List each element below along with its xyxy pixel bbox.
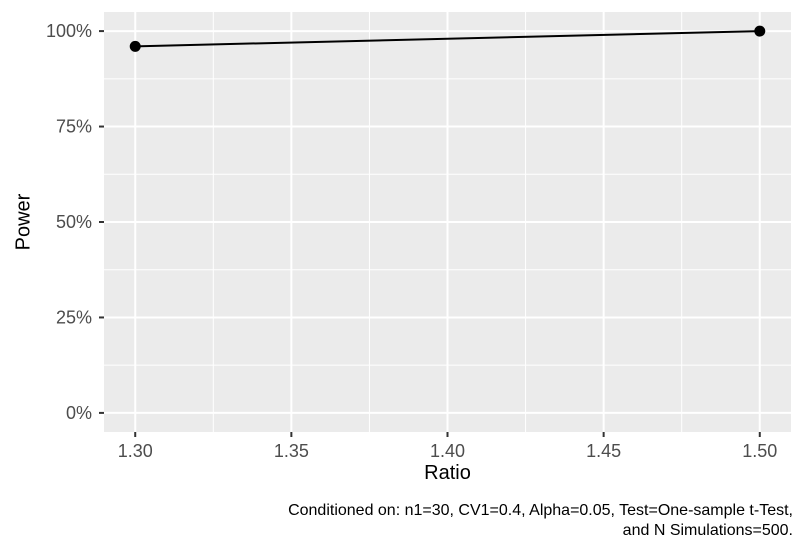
- y-tick-label: 75%: [56, 117, 92, 137]
- data-point: [129, 40, 141, 52]
- y-tick-label: 0%: [66, 403, 92, 423]
- y-tick-label: 100%: [46, 21, 92, 41]
- series-line: [135, 30, 760, 48]
- x-tick-label: 1.50: [742, 441, 777, 461]
- plot-panel: 1.30 1.35 1.40 1.45 1.50 0% 25% 50% 75% 100%: [46, 12, 791, 461]
- x-axis-title: Ratio: [424, 462, 471, 484]
- x-tick-label: 1.30: [118, 441, 153, 461]
- y-axis-title: Power: [12, 193, 35, 251]
- caption-line-1: Conditioned on: n1=30, CV1=0.4, Alpha=0.…: [288, 502, 793, 519]
- data-point: [754, 25, 766, 37]
- x-tick-label: 1.45: [586, 441, 621, 461]
- x-tick-label: 1.35: [274, 441, 309, 461]
- caption-line-2: and N Simulations=500.: [622, 522, 793, 539]
- y-tick-label: 50%: [56, 212, 92, 232]
- x-tick-label: 1.40: [430, 441, 465, 461]
- plot-caption: Conditioned on: n1=30, CV1=0.4, Alpha=0.…: [288, 501, 793, 541]
- y-tick-label: 25%: [56, 307, 92, 327]
